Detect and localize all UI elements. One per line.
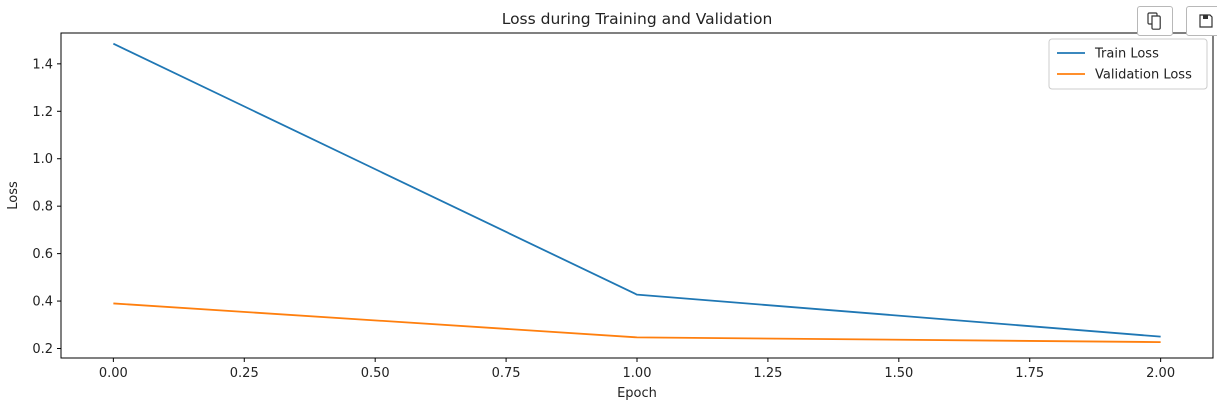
- series-line-0: [112, 42, 1161, 338]
- copy-icon: [1147, 12, 1161, 30]
- plot-area: [112, 42, 1161, 344]
- save-button[interactable]: [1186, 6, 1217, 36]
- x-tick-label: 1.25: [753, 366, 782, 381]
- y-tick-label: 1.0: [32, 152, 53, 167]
- legend-box: [1048, 38, 1208, 90]
- x-tick-label: 1.75: [1015, 366, 1044, 381]
- axes: 0.00 0.25 0.50 0.75 1.00 1.25 1.50 1.75 2.00 0.2 0…: [32, 32, 1214, 381]
- x-tick-label: 0.75: [492, 366, 521, 381]
- y-tick-label: 0.8: [32, 200, 53, 215]
- x-tick-label: 1.00: [623, 366, 652, 381]
- x-tick-label: 0.25: [230, 366, 259, 381]
- legend-label: Validation Loss: [1095, 68, 1192, 83]
- y-tick-label: 1.2: [32, 105, 53, 120]
- copy-button[interactable]: [1137, 6, 1173, 36]
- x-tick-label: 0.50: [361, 366, 390, 381]
- legend: Train Loss Validation Loss: [1048, 38, 1208, 90]
- y-tick-label: 0.4: [32, 295, 53, 310]
- y-tick-label: 1.4: [32, 57, 53, 72]
- y-tick-label: 0.6: [32, 247, 53, 262]
- y-tick-label: 0.2: [32, 342, 53, 357]
- x-tick-label: 1.50: [884, 366, 913, 381]
- legend-label: Train Loss: [1094, 47, 1159, 62]
- y-axis-label: Loss: [6, 181, 21, 210]
- save-icon: [1199, 14, 1213, 28]
- x-tick-label: 0.00: [99, 366, 128, 381]
- series-line-1: [113, 302, 1161, 344]
- plot-frame: [60, 32, 1214, 359]
- x-axis-label: Epoch: [617, 386, 657, 401]
- chart-title: Loss during Training and Validation: [502, 10, 773, 28]
- x-tick-label: 2.00: [1146, 366, 1175, 381]
